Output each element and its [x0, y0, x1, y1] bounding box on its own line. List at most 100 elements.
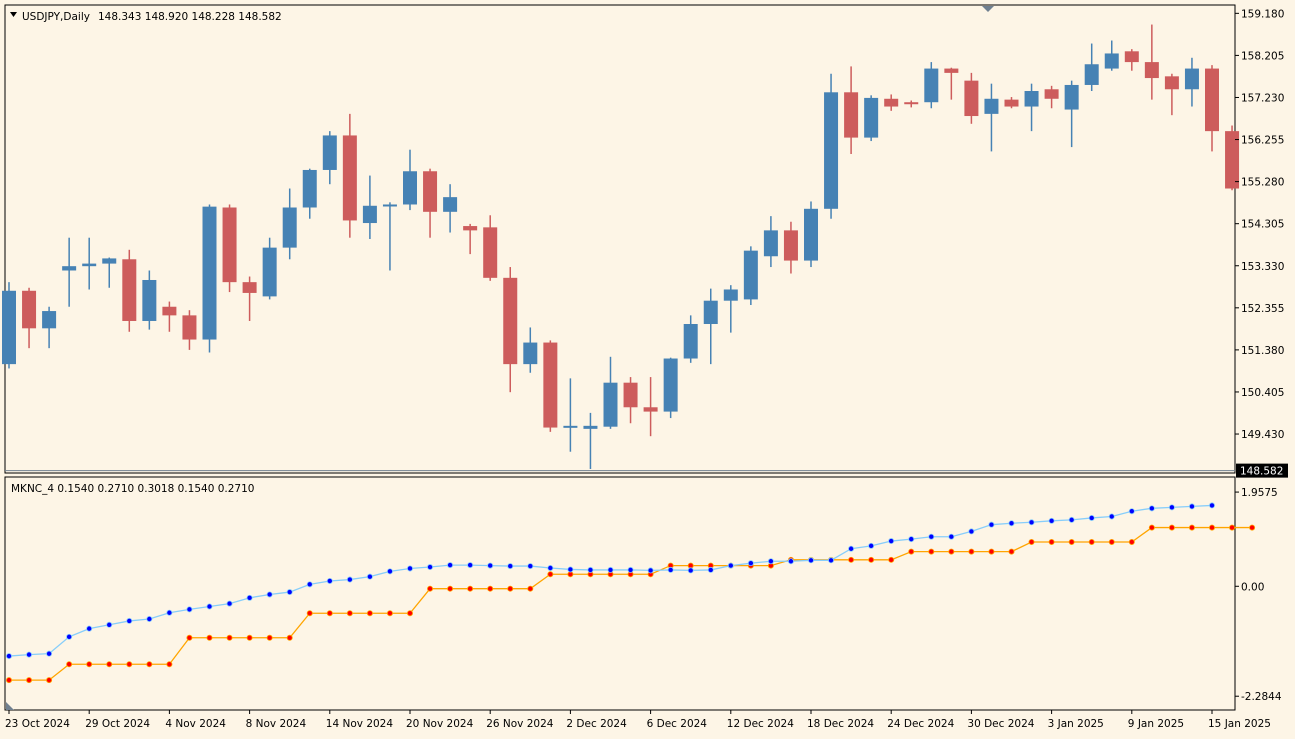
candle-body — [342, 135, 357, 221]
candle-body — [643, 407, 658, 412]
time-axis: 23 Oct 2024 29 Oct 2024 4 Nov 2024 8 Nov 20… — [5, 710, 1271, 730]
signal-series-point — [928, 548, 935, 555]
candle-body — [944, 68, 959, 73]
price-tick-label: 155.280 — [1241, 177, 1284, 189]
main-series-point — [1148, 505, 1155, 512]
main-series-point — [1128, 508, 1135, 515]
main-series-point — [948, 533, 955, 540]
signal-series-point — [406, 610, 413, 617]
signal-series-point — [46, 677, 53, 684]
main-series-point — [507, 563, 514, 570]
signal-series-point — [427, 585, 434, 592]
candle-body — [463, 226, 478, 231]
signal-series-point — [968, 548, 975, 555]
candle-body — [302, 169, 317, 208]
time-tick-label: 23 Oct 2024 — [5, 718, 70, 730]
main-series-point — [527, 563, 534, 570]
candle-body — [1124, 51, 1139, 63]
candle-body — [763, 230, 778, 257]
signal-series-point — [908, 548, 915, 555]
candle-body — [743, 250, 758, 300]
time-tick-label: 12 Dec 2024 — [727, 718, 794, 730]
main-series-point — [727, 562, 734, 569]
signal-series-point — [467, 585, 474, 592]
time-tick-label: 14 Nov 2024 — [326, 718, 394, 730]
main-series-point — [547, 564, 554, 571]
signal-series-point — [487, 585, 494, 592]
signal-series-point — [1168, 524, 1175, 531]
main-series-point — [647, 567, 654, 574]
main-series-point — [66, 633, 73, 640]
last-price-label: 148.582 — [1240, 466, 1283, 478]
signal-series-point — [306, 610, 313, 617]
signal-series-point — [1249, 524, 1256, 531]
candle-body — [242, 282, 257, 293]
price-tick-label: 158.205 — [1241, 50, 1284, 62]
time-tick-label: 29 Oct 2024 — [85, 718, 150, 730]
signal-series-point — [547, 571, 554, 578]
main-series-point — [747, 560, 754, 567]
signal-series-point — [226, 634, 233, 641]
candle-body — [142, 279, 157, 321]
candle-body — [663, 358, 678, 412]
candle-body — [1225, 131, 1240, 189]
signal-series-point — [1209, 524, 1216, 531]
candle-body — [22, 290, 37, 329]
candle-body — [543, 342, 558, 428]
main-series-point — [306, 581, 313, 588]
signal-series-point — [1008, 548, 1015, 555]
main-series-point — [146, 616, 153, 623]
main-series-point — [246, 594, 253, 601]
main-series-point — [1088, 514, 1095, 521]
main-series-point — [787, 558, 794, 565]
signal-series-point — [366, 610, 373, 617]
price-tick-label: 156.255 — [1241, 135, 1284, 147]
candle-body — [1184, 68, 1199, 90]
price-tick-label: 154.305 — [1241, 219, 1284, 231]
candle-body — [804, 208, 818, 261]
time-tick-label: 30 Dec 2024 — [967, 718, 1034, 730]
signal-series-point — [286, 634, 293, 641]
candle-body — [683, 324, 698, 359]
main-series-point — [848, 545, 855, 552]
time-tick-label: 20 Nov 2024 — [406, 718, 474, 730]
main-series-point — [406, 565, 413, 572]
price-tick-label: 149.430 — [1241, 429, 1284, 441]
indicator-tick-label: 1.9575 — [1241, 487, 1278, 499]
main-series-point — [86, 625, 93, 632]
candle-body — [403, 171, 417, 205]
signal-series-point — [988, 548, 995, 555]
candle-body — [1044, 89, 1059, 99]
chart-shift-icon[interactable] — [982, 6, 994, 12]
signal-series-point — [326, 610, 333, 617]
candle-body — [824, 92, 839, 209]
main-series-point — [928, 533, 935, 540]
price-tick-label: 159.180 — [1241, 8, 1284, 20]
main-series-point — [828, 557, 835, 564]
price-tick-label: 157.230 — [1241, 92, 1284, 104]
ohlc-label: 148.343 148.920 148.228 148.582 — [98, 11, 282, 23]
main-series-point — [166, 609, 173, 616]
main-series-point — [46, 650, 53, 657]
candle-body — [483, 227, 498, 278]
main-series-point — [1008, 520, 1015, 527]
time-tick-label: 6 Dec 2024 — [647, 718, 708, 730]
time-tick-label: 26 Nov 2024 — [486, 718, 554, 730]
candle-body — [864, 97, 879, 138]
candle-body — [563, 425, 578, 428]
main-series-point — [226, 600, 233, 607]
time-tick-label: 8 Nov 2024 — [246, 718, 307, 730]
candle-body — [102, 258, 117, 264]
signal-series-point — [1128, 539, 1135, 546]
indicator-axis: 1.9575 0.00 -2.2844 — [1235, 487, 1282, 703]
main-panel-frame — [4, 4, 1236, 474]
signal-series-point — [206, 634, 213, 641]
signal-series-point — [1148, 524, 1155, 531]
signal-series-point — [186, 634, 193, 641]
signal-series-point — [166, 661, 173, 668]
symbol-dropdown-icon[interactable] — [10, 12, 17, 17]
candle-body — [423, 171, 438, 212]
